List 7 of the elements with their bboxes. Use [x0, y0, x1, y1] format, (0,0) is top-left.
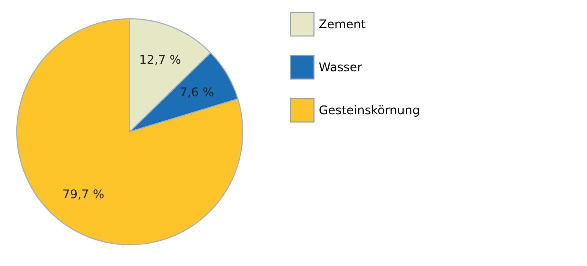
legend-label: Zement	[319, 18, 366, 32]
data-label: 12,7 %	[139, 53, 182, 68]
data-label: 79,7 %	[62, 188, 105, 202]
legend-label: Gesteinskörnung	[319, 104, 420, 118]
pie-slice	[16, 18, 244, 246]
legend-label: Wasser	[319, 60, 362, 74]
data-label: 7,6 %	[180, 85, 214, 100]
